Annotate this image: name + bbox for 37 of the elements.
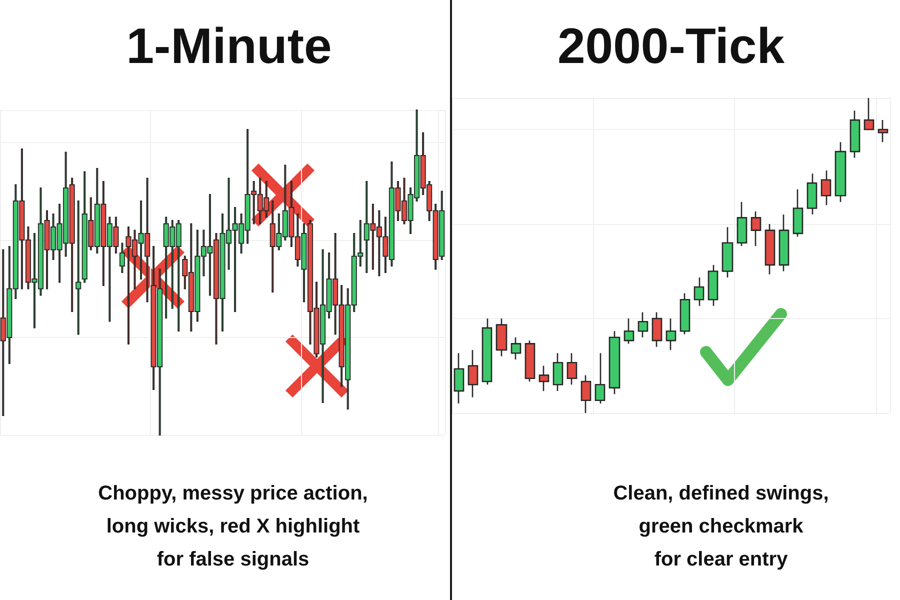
candlestick	[594, 352, 606, 404]
candlestick	[666, 318, 676, 351]
candlestick	[608, 330, 620, 395]
candlestick	[878, 119, 888, 143]
candlestick	[638, 312, 648, 338]
candlestick	[764, 223, 776, 276]
candlestick	[850, 110, 860, 158]
candlestick	[76, 200, 82, 335]
candlestick	[806, 172, 818, 216]
candlestick	[864, 97, 874, 130]
candlestick	[552, 352, 564, 392]
candlestick	[580, 374, 592, 414]
candlestick	[694, 276, 704, 307]
candlestick	[708, 264, 718, 307]
candlestick	[792, 188, 804, 238]
chart-title: 2000-Tick	[557, 18, 785, 74]
candlestick	[680, 292, 690, 335]
candlestick	[652, 312, 662, 348]
candlestick	[722, 226, 734, 278]
candlestick	[820, 170, 832, 206]
candlestick	[566, 352, 578, 386]
candlestick	[119, 242, 125, 273]
candlestick	[750, 210, 762, 247]
chart-title: 1-Minute	[126, 18, 332, 74]
candlestick	[454, 352, 464, 404]
candlestick	[624, 318, 634, 344]
candlestick	[778, 214, 790, 272]
candlestick	[482, 318, 492, 386]
candlestick	[496, 318, 508, 357]
candlestick	[834, 141, 846, 203]
candlestick	[510, 336, 522, 360]
text: Choppy, messy price action, long wicks, red X highlight for false signals	[98, 482, 368, 570]
text: Clean, defined swings, green checkmark for clear entry	[613, 482, 829, 570]
candlestick	[524, 340, 536, 382]
candlestick	[468, 349, 478, 398]
candlestick	[736, 201, 748, 247]
candlestick	[538, 365, 550, 392]
